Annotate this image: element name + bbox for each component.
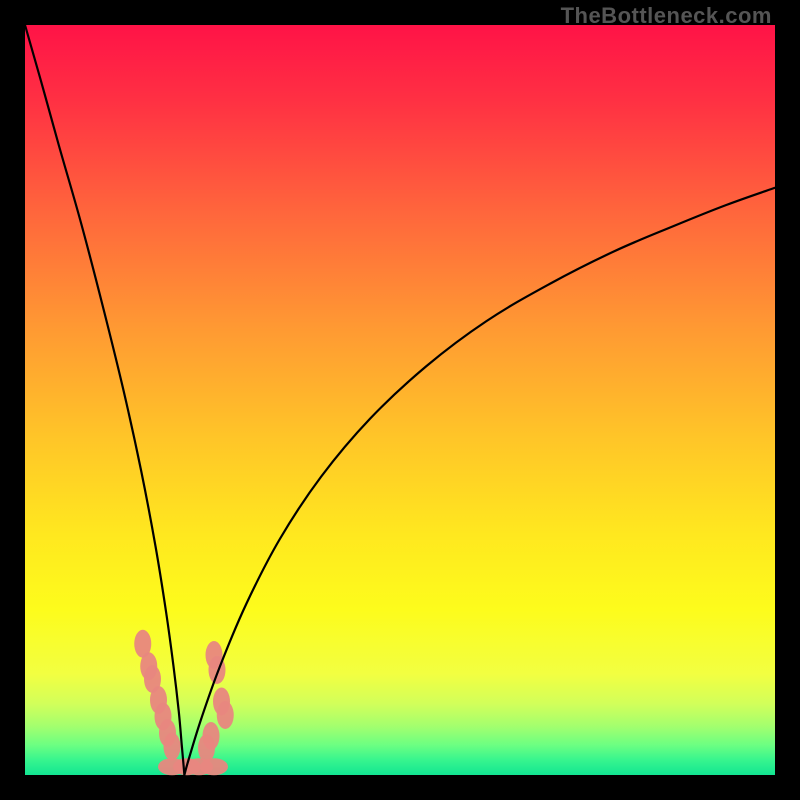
chart-svg — [0, 0, 800, 800]
bead — [217, 701, 234, 729]
bead — [198, 734, 215, 762]
bead — [200, 758, 228, 775]
chart-stage: TheBottleneck.com — [0, 0, 800, 800]
bead — [164, 733, 181, 761]
plot-area — [25, 25, 775, 775]
watermark-text: TheBottleneck.com — [561, 3, 772, 29]
